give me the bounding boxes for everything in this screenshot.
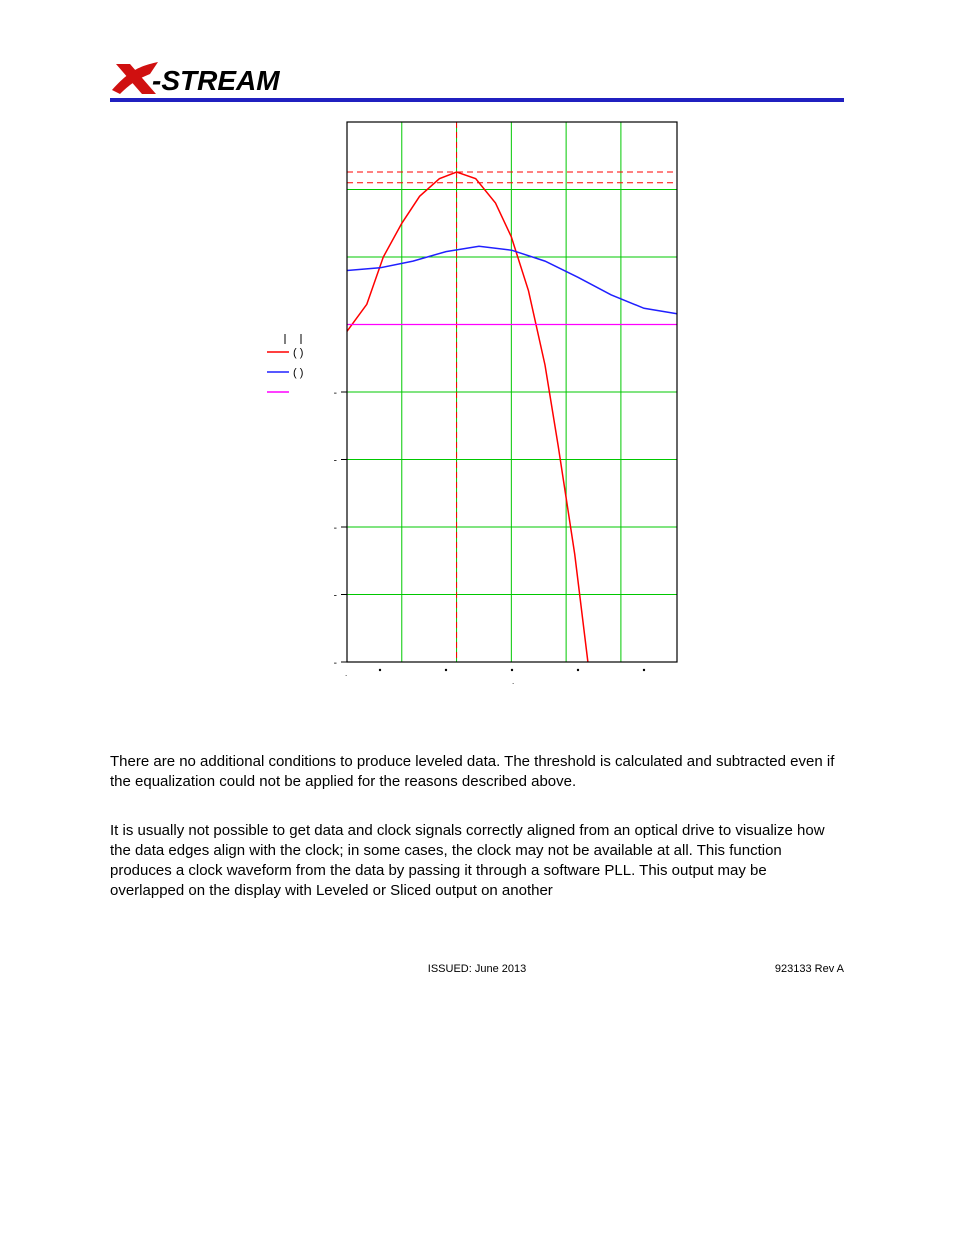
chart-container: - - - - -.. ( ) ( )	[110, 112, 844, 712]
issued-date: ISSUED: June 2013	[428, 963, 526, 975]
svg-text:-: -	[334, 658, 337, 669]
svg-text:.: .	[345, 669, 347, 678]
svg-text:-STREAM: -STREAM	[152, 65, 280, 96]
svg-text:.: .	[512, 677, 514, 686]
xstream-logo: -STREAM	[110, 60, 350, 96]
body-text: There are no additional conditions to pr…	[110, 752, 844, 902]
svg-text:-: -	[334, 388, 337, 399]
svg-text:-: -	[334, 591, 337, 602]
doc-revision: 923133 Rev A	[775, 963, 844, 975]
page-header: -STREAM	[110, 60, 844, 102]
page-footer: ISSUED: June 2013 923133 Rev A	[110, 963, 844, 975]
svg-text:-: -	[334, 523, 337, 534]
svg-text:( ): ( )	[293, 347, 303, 359]
paragraph-clock-alignment: It is usually not possible to get data a…	[110, 821, 844, 902]
paragraph-leveled-data: There are no additional conditions to pr…	[110, 752, 844, 793]
svg-text:( ): ( )	[293, 367, 303, 379]
svg-text:-: -	[334, 456, 337, 467]
frequency-response-chart: - - - - -.. ( ) ( )	[217, 112, 737, 712]
